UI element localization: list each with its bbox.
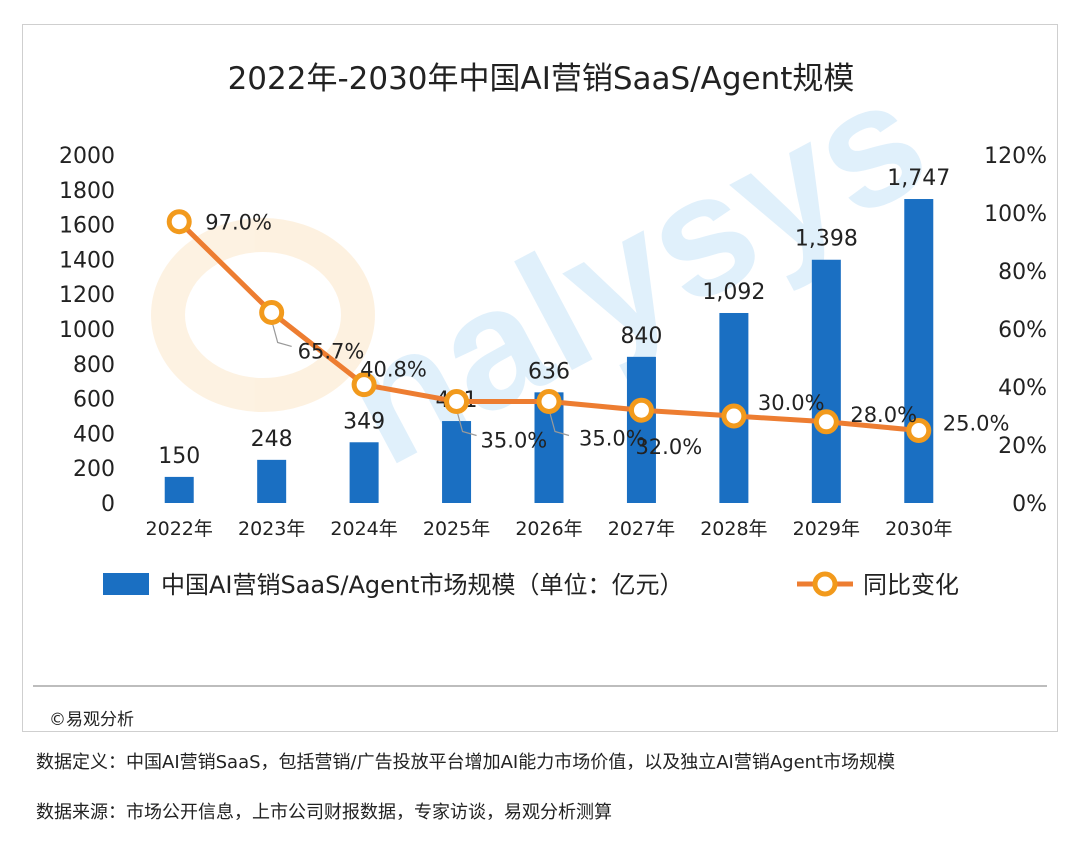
line-marker [351, 372, 377, 398]
line-value-label: 65.7% [298, 339, 365, 363]
bar-value-label: 840 [620, 324, 662, 349]
bar [257, 459, 287, 503]
line-value-label: 25.0% [943, 412, 1010, 436]
legend-line-marker [812, 571, 838, 597]
bar-value-label: 1,092 [702, 280, 765, 305]
bar-value-label: 150 [158, 444, 200, 469]
bar-series [164, 199, 934, 503]
bar [442, 421, 472, 503]
left-tick-label: 1600 [59, 214, 115, 239]
right-tick-label: 60% [998, 318, 1047, 343]
line-marker [906, 418, 932, 443]
x-axis: 2022年 2023年 2024年 2025年 2026年 2027年 2028年 2029年… [146, 518, 953, 540]
x-tick-label: 2025年 [423, 518, 490, 540]
bar-value-label: 1,747 [887, 166, 950, 191]
x-tick-label: 2024年 [330, 518, 397, 540]
data-source-note: 数据来源：市场公开信息，上市公司财报数据，专家访谈，易观分析测算 [36, 802, 612, 823]
left-tick-label: 1000 [59, 318, 115, 343]
bar [904, 199, 934, 503]
left-tick-label: 1400 [59, 248, 115, 273]
left-tick-label: 800 [73, 353, 115, 378]
x-tick-label: 2023年 [238, 518, 305, 540]
label-leader-line [548, 409, 570, 437]
copyright: ©易观分析 [49, 710, 134, 730]
right-tick-label: 40% [998, 376, 1047, 401]
line-marker [813, 409, 839, 435]
bar [626, 356, 656, 503]
right-tick-label: 120% [984, 144, 1047, 169]
line-marker [444, 389, 470, 414]
line-marker [166, 209, 192, 235]
bar [349, 442, 379, 503]
label-leader-line [271, 320, 292, 348]
data-definition-note: 数据定义：中国AI营销SaaS，包括营销/广告投放平台增加AI能力市场价值，以及… [36, 752, 896, 773]
left-axis: 0 200 400 600 800 1000 1200 1400 1600 1800 2000 [59, 144, 115, 517]
bar-value-label: 1,398 [795, 227, 858, 252]
legend-line-label: 同比变化 [863, 571, 959, 599]
legend: 中国AI营销SaaS/Agent市场规模（单位：亿元） 同比变化 [103, 571, 959, 599]
x-tick-label: 2028年 [700, 518, 767, 540]
x-tick-label: 2022年 [146, 518, 213, 540]
left-tick-label: 1200 [59, 283, 115, 308]
line-value-label: 35.0% [579, 427, 646, 451]
left-tick-label: 0 [101, 492, 115, 517]
bar-value-label: 349 [343, 409, 385, 434]
line-value-label: 32.0% [635, 435, 702, 459]
x-tick-label: 2026年 [515, 518, 582, 540]
x-tick-label: 2030年 [885, 518, 952, 540]
line-marker [536, 389, 562, 414]
left-tick-label: 200 [73, 457, 115, 482]
left-tick-label: 400 [73, 422, 115, 447]
left-tick-label: 1800 [59, 179, 115, 204]
line-marker [721, 403, 747, 429]
right-tick-label: 0% [1012, 492, 1047, 517]
line-marker [628, 397, 654, 423]
right-tick-label: 20% [998, 434, 1047, 459]
chart: nalysys 2022年-2030年中国AI营销SaaS/Agent规模 02… [59, 41, 1047, 599]
right-tick-label: 100% [984, 202, 1047, 227]
line-value-label: 28.0% [850, 403, 917, 427]
label-leader-line [455, 409, 477, 437]
card-divider [33, 685, 1047, 687]
legend-bar-label: 中国AI营销SaaS/Agent市场规模（单位：亿元） [161, 571, 684, 599]
line-value-label: 40.8% [360, 358, 427, 382]
line-value-label: 30.0% [758, 391, 825, 415]
bar-value-label: 248 [251, 427, 293, 452]
line-series: 97.0%65.7%40.8%35.0% 35.0%32.0%30.0% 28.0%… [166, 209, 1010, 459]
legend-bar-swatch [103, 573, 149, 595]
bar-value-label: 636 [528, 359, 570, 384]
line-value-label: 35.0% [481, 429, 548, 453]
left-tick-label: 2000 [59, 144, 115, 169]
line-marker [259, 299, 285, 325]
x-tick-label: 2027年 [608, 518, 675, 540]
right-axis: 0% 20% 40% 60% 80% 100% 120% [984, 144, 1047, 517]
bar [164, 476, 194, 503]
left-tick-label: 600 [73, 388, 115, 413]
line-value-label: 97.0% [205, 211, 272, 235]
chart-title: 2022年-2030年中国AI营销SaaS/Agent规模 [228, 61, 855, 97]
right-tick-label: 80% [998, 260, 1047, 285]
x-tick-label: 2029年 [793, 518, 860, 540]
bar [811, 259, 841, 503]
